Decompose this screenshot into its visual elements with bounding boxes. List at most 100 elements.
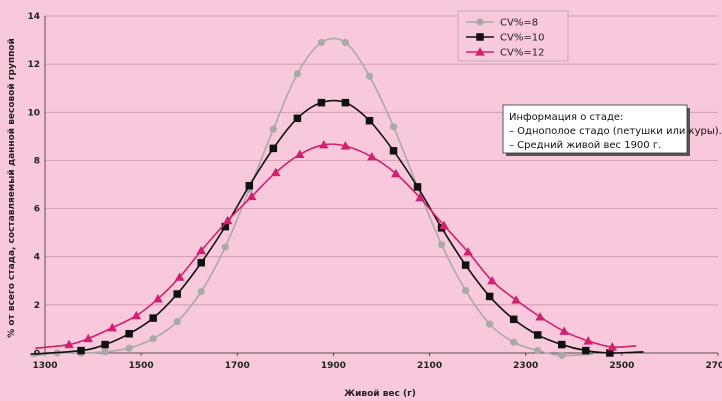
- data-point: [77, 346, 85, 355]
- x-tick-label: 1500: [129, 361, 154, 371]
- x-tick-label: 1900: [321, 361, 346, 371]
- data-point: [270, 167, 281, 177]
- info-line-3: – Средний живой вес 1900 г.: [509, 140, 661, 151]
- data-point: [391, 168, 401, 178]
- data-point: [367, 152, 377, 161]
- legend-label: CV%=10: [500, 33, 544, 44]
- legend: CV%=8 CV%=10 CV%=12: [457, 10, 569, 62]
- data-point: [294, 149, 305, 159]
- info-box-panel: [502, 104, 688, 154]
- y-tick-label: 12: [27, 60, 40, 70]
- series-layer: [30, 37, 644, 360]
- y-tick-label: 6: [34, 205, 40, 215]
- data-point: [462, 286, 470, 295]
- data-point: [317, 38, 326, 47]
- data-point: [439, 220, 449, 230]
- legend-label: CV%=12: [500, 48, 544, 59]
- data-point: [293, 70, 301, 78]
- data-point: [487, 275, 497, 285]
- data-point: [413, 183, 422, 191]
- data-point: [509, 315, 518, 324]
- legend-label: CV%=8: [500, 18, 538, 29]
- data-point: [221, 222, 230, 231]
- data-point: [245, 181, 254, 190]
- data-point: [149, 314, 157, 322]
- data-point: [340, 141, 351, 150]
- x-tick-label: 1300: [32, 361, 57, 371]
- info-line-1: Информация о стаде:: [509, 112, 623, 123]
- data-point: [461, 261, 470, 269]
- data-point: [389, 147, 398, 155]
- data-point: [197, 288, 205, 296]
- data-point: [583, 336, 594, 345]
- x-tick-label: 2100: [417, 361, 442, 371]
- x-tick-label: 2300: [513, 361, 538, 371]
- data-point: [535, 312, 545, 321]
- data-point: [558, 351, 566, 360]
- data-point: [173, 290, 181, 298]
- data-point: [269, 125, 277, 133]
- data-point: [415, 192, 425, 202]
- data-point: [559, 326, 569, 335]
- info-box: Информация о стаде: – Однополое стадо (п…: [502, 104, 722, 156]
- data-point: [341, 38, 350, 47]
- data-point: [153, 294, 163, 303]
- data-point: [437, 241, 446, 249]
- data-point: [319, 139, 329, 149]
- y-tick-label: 14: [27, 12, 40, 22]
- series-triangle: [35, 139, 637, 351]
- data-point: [510, 338, 518, 346]
- data-point: [365, 72, 374, 80]
- x-tick-label: 2700: [705, 361, 722, 371]
- data-point: [607, 342, 618, 351]
- data-point: [173, 318, 181, 326]
- data-point: [83, 333, 94, 343]
- series-square: [30, 98, 644, 357]
- data-point: [197, 258, 205, 267]
- data-point: [107, 322, 118, 332]
- data-point: [269, 144, 278, 153]
- y-axis-label: % от всего стада, составляемый данной ве…: [7, 38, 17, 338]
- info-line-2: – Однополое стадо (петушки или куры).: [509, 126, 722, 137]
- y-tick-label: 2: [34, 301, 40, 311]
- data-point: [125, 344, 133, 352]
- data-point: [511, 295, 521, 304]
- y-tick-label: 4: [34, 253, 40, 263]
- legend-marker: [476, 18, 484, 26]
- data-point: [534, 346, 542, 355]
- x-tick-label: 1700: [225, 361, 250, 371]
- data-point: [533, 331, 542, 339]
- data-point: [558, 340, 566, 349]
- data-point: [222, 215, 233, 225]
- data-point: [317, 98, 326, 107]
- data-point: [101, 340, 109, 349]
- legend-marker: [475, 47, 485, 56]
- data-point: [606, 349, 614, 357]
- data-point: [341, 98, 350, 107]
- data-point: [582, 346, 590, 355]
- data-point: [389, 123, 398, 131]
- x-tick-label: 2500: [609, 361, 634, 371]
- data-point: [365, 116, 374, 125]
- data-point: [486, 320, 494, 328]
- data-point: [64, 339, 74, 349]
- data-point: [246, 191, 257, 201]
- data-point: [149, 334, 157, 343]
- data-point: [125, 329, 133, 338]
- legend-marker: [476, 33, 484, 41]
- y-tick-label: 8: [34, 156, 40, 166]
- legend-items: CV%=8 CV%=10 CV%=12: [466, 18, 544, 59]
- data-point: [174, 272, 185, 281]
- x-axis-label: Живой вес (г): [344, 389, 416, 399]
- data-point: [485, 292, 494, 301]
- data-point: [463, 247, 473, 256]
- data-point: [101, 348, 109, 356]
- series-line: [30, 37, 594, 358]
- y-tick-label: 10: [27, 108, 40, 118]
- series-circle: [30, 37, 594, 360]
- data-point: [221, 243, 229, 251]
- data-point: [196, 245, 207, 255]
